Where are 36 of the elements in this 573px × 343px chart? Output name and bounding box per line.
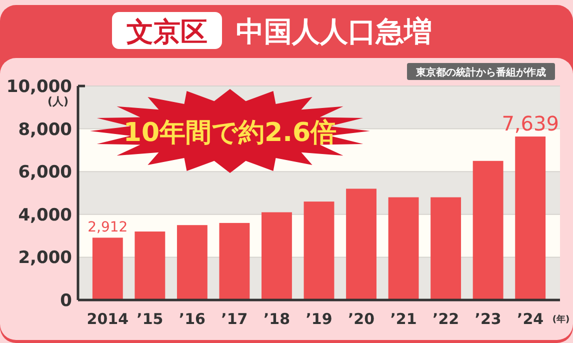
bar [304,202,334,300]
x-tick-label: 2014 [86,310,129,328]
bar [92,238,123,300]
y-tick-label: 4,000 [18,205,72,226]
y-tick-label: 6,000 [18,162,72,183]
x-tick-label: ’15 [136,310,164,328]
y-tick-label: 10,000 [6,77,72,97]
bar [346,188,376,300]
x-tick-label: ’17 [221,310,248,328]
y-tick-label: 0 [60,291,72,311]
x-axis-title: (年) [552,314,570,325]
x-tick-label: ’21 [390,310,417,328]
x-tick-label: ’18 [263,310,290,328]
text: 東京都の統計から番組が作成 [415,66,546,78]
data-label: 2,912 [88,220,128,236]
y-tick-label: 2,000 [18,248,72,268]
bar [134,232,166,300]
bar [262,212,292,300]
annotation: 10年間で約2.6倍 [123,118,337,148]
bar [430,197,462,300]
bar [176,225,208,300]
bar [515,136,546,300]
x-tick-label: ’24 [517,310,544,328]
bar [472,160,504,300]
x-tick-label: ’23 [474,310,502,328]
x-tick-label: ’22 [432,310,460,328]
chart-subtitle: 中国人人口急増 [236,15,432,48]
x-tick-label: ’20 [348,310,375,328]
data-label: 7,639 [502,112,559,136]
chart-title: 文京区 [126,17,208,48]
x-tick-label: ’19 [306,310,332,328]
bar [388,197,419,300]
y-axis-title: (人) [47,95,69,108]
y-tick-label: 8,000 [18,120,72,140]
x-tick-label: ’16 [178,310,206,328]
bar [219,222,250,300]
